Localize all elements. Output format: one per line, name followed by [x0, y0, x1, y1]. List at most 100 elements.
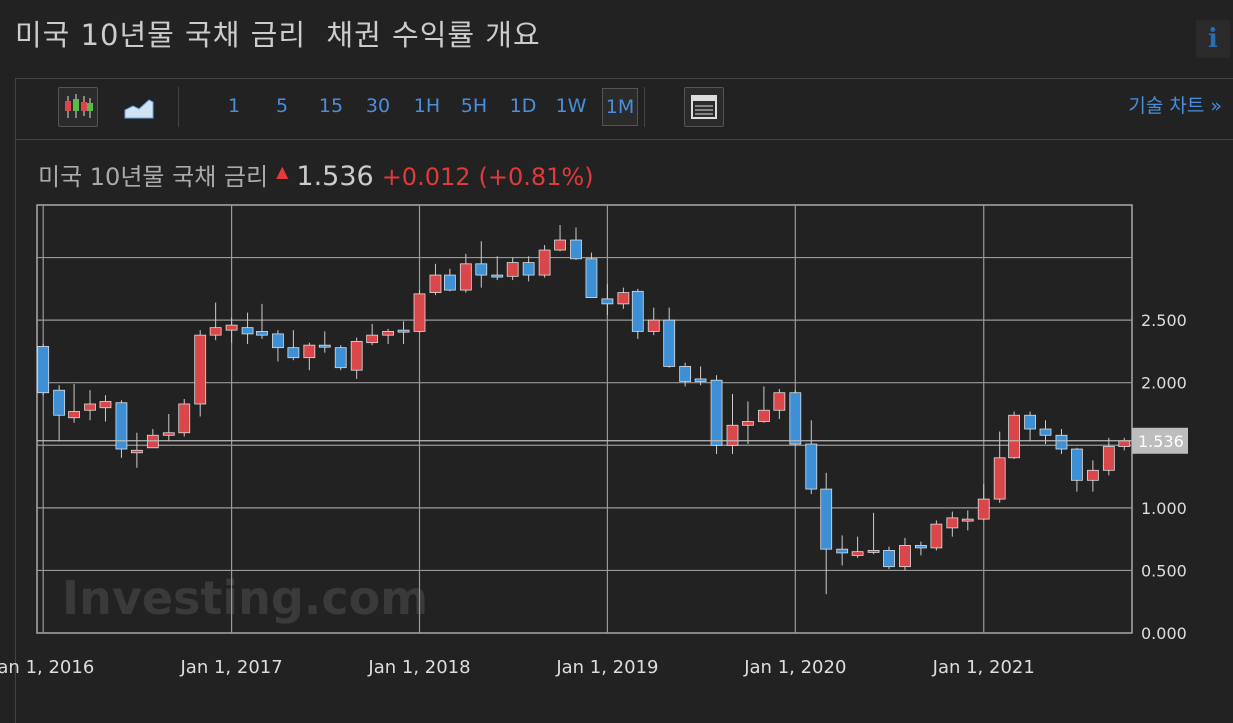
candle-body: [601, 298, 614, 305]
candle-body: [899, 544, 911, 568]
x-tick-label: Jan 1, 2020: [743, 657, 846, 678]
candle-body: [538, 249, 551, 276]
price-change: +0.012: [381, 163, 471, 191]
candle-body: [617, 292, 630, 305]
candle-body: [1008, 414, 1021, 459]
page-title: 미국 10년물 국채 금리 채권 수익률 개요: [15, 18, 541, 52]
candle-body: [130, 449, 143, 454]
candle-body: [773, 392, 786, 411]
interval-button[interactable]: 30: [365, 95, 391, 117]
icon: [65, 94, 93, 118]
x-tick-label: Jan 1, 2016: [0, 657, 94, 678]
candle-body: [883, 550, 895, 568]
candle-body: [570, 239, 582, 260]
candle-body: [272, 333, 284, 349]
candle-body: [506, 262, 519, 277]
interval-button[interactable]: 1D: [509, 95, 537, 117]
interval-button[interactable]: 5H: [460, 95, 488, 117]
candle-body: [256, 330, 268, 336]
candle-body: [631, 290, 644, 332]
interval-button[interactable]: 5: [275, 95, 289, 117]
candle-body: [663, 319, 676, 367]
interval-button[interactable]: 1H: [413, 95, 441, 117]
candle-body: [241, 327, 254, 335]
interval-button[interactable]: 1W: [555, 95, 587, 117]
tech-chart-link[interactable]: 기술 차트 »: [1128, 95, 1222, 117]
percent-change: (+0.81%): [478, 163, 594, 191]
candle-body: [350, 341, 363, 371]
candle-body: [694, 378, 707, 382]
candle-body: [382, 330, 395, 336]
candle-body: [443, 274, 456, 291]
candle-body: [993, 457, 1006, 500]
candle-body: [146, 434, 159, 449]
icon: [124, 99, 154, 119]
watermark: Investing.com: [62, 571, 428, 625]
candle-body: [1055, 434, 1068, 450]
last-price-label: 1.536: [1138, 432, 1184, 451]
layout-icon[interactable]: [684, 87, 724, 127]
last-price-box: [1132, 427, 1188, 454]
interval-button[interactable]: 1M: [602, 88, 638, 126]
candle-body: [742, 421, 754, 426]
candle-body: [68, 411, 80, 419]
candle-body: [37, 346, 50, 394]
candle-body: [194, 334, 207, 405]
y-tick-label: 1.000: [1141, 499, 1187, 518]
y-tick-label: 0.000: [1141, 624, 1187, 643]
x-tick-label: Jan 1, 2018: [367, 657, 470, 678]
candle-body: [303, 344, 316, 359]
plot-frame: [36, 204, 1133, 634]
x-tick-label: Jan 1, 2021: [932, 657, 1035, 678]
area-icon[interactable]: [118, 87, 158, 127]
candle-body: [1086, 469, 1099, 481]
candle-body: [1024, 414, 1036, 430]
candle-body: [334, 347, 347, 369]
interval-button[interactable]: 1: [227, 95, 241, 117]
chart-title: 미국 10년물 국채 금리: [38, 163, 269, 191]
candle-body: [805, 443, 818, 490]
y-tick-label: 0.500: [1141, 561, 1187, 580]
candle-body: [1118, 440, 1131, 447]
candle-body: [554, 239, 566, 251]
candle-body: [820, 488, 833, 550]
candle-body: [115, 402, 128, 450]
candle-body: [977, 498, 990, 520]
candle-body: [789, 392, 802, 445]
candle-body: [647, 319, 660, 332]
up-arrow: ▲: [276, 162, 289, 181]
candle-icon[interactable]: [58, 87, 98, 127]
candle-body: [1071, 448, 1083, 481]
candle-body: [429, 274, 442, 294]
candle-body: [930, 523, 943, 549]
candle-body: [585, 258, 598, 299]
interval-button[interactable]: 15: [318, 95, 344, 117]
candle-body: [178, 403, 191, 434]
x-tick-label: Jan 1, 2017: [180, 657, 283, 678]
chart-header: 미국 10년물 국채 금리 ▲ 1.536 +0.012 (+0.81%): [38, 157, 602, 192]
candle-body: [162, 432, 175, 436]
candle-body: [946, 517, 959, 529]
candle-body: [225, 324, 238, 331]
candle-body: [491, 274, 504, 278]
candle-body: [413, 293, 426, 332]
info-button[interactable]: i: [1196, 20, 1230, 58]
y-tick-label: 2.000: [1141, 374, 1187, 393]
candle-body: [836, 548, 849, 554]
candle-body: [475, 263, 488, 276]
last-price: 1.536: [296, 161, 374, 192]
toolbar: 1 5 15 30 1H 5H 1D 1W 1M 기술 차트 »: [16, 79, 1233, 140]
separator: [178, 87, 179, 127]
candle-body: [915, 544, 927, 549]
separator: [644, 87, 645, 127]
candle-body: [710, 379, 723, 446]
x-tick-label: Jan 1, 2019: [555, 657, 658, 678]
candle-body: [459, 263, 472, 291]
candle-body: [318, 344, 331, 348]
candle-body: [758, 409, 770, 422]
candle-body: [851, 551, 864, 556]
candle-body: [1102, 446, 1115, 471]
icon: [691, 95, 717, 119]
